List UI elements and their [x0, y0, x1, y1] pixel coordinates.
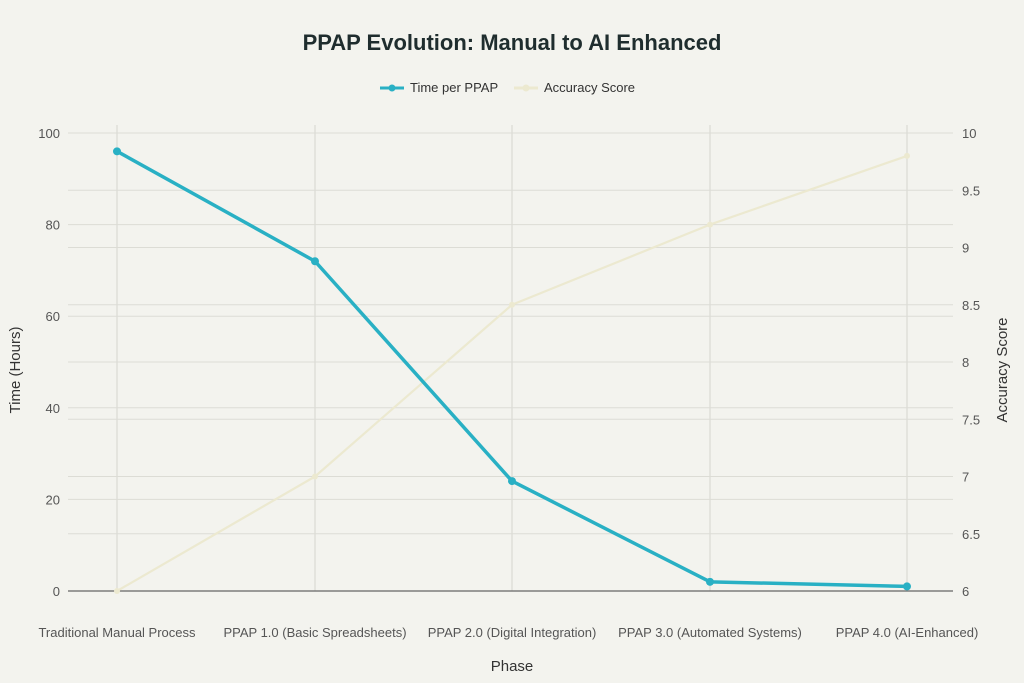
y2-tick-label: 7: [962, 470, 969, 485]
legend-label-accuracy: Accuracy Score: [544, 80, 635, 95]
y2-tick-label: 6: [962, 584, 969, 599]
x-tick-label: PPAP 3.0 (Automated Systems): [618, 625, 802, 640]
legend-label-time: Time per PPAP: [410, 80, 498, 95]
y2-tick-label: 10: [962, 126, 976, 141]
x-tick-label: PPAP 2.0 (Digital Integration): [428, 625, 597, 640]
y2-tick-label: 9: [962, 241, 969, 256]
x-tick-label: Traditional Manual Process: [38, 625, 196, 640]
y-tick-label: 40: [46, 401, 60, 416]
data-point-time: [903, 582, 911, 591]
data-point-time: [113, 147, 121, 156]
y2-tick-label: 6.5: [962, 527, 980, 542]
x-tick-label: PPAP 1.0 (Basic Spreadsheets): [223, 625, 406, 640]
data-point-accuracy: [114, 588, 120, 594]
tick-labels: 0 20 40 60 80 100 6 6.5 7 7.5 8 8.5 9 9.5 10 Traditiona…: [38, 126, 980, 640]
y-tick-label: 0: [53, 584, 60, 599]
y-tick-label: 80: [46, 218, 60, 233]
x-tick-label: PPAP 4.0 (AI-Enhanced): [836, 625, 979, 640]
legend: Time per PPAP Accuracy Score: [380, 80, 635, 95]
data-point-time: [311, 257, 319, 266]
chart-title: PPAP Evolution: Manual to AI Enhanced: [303, 30, 722, 55]
y2-tick-label: 7.5: [962, 412, 980, 427]
y2-tick-label: 8.5: [962, 298, 980, 313]
legend-marker-accuracy: [522, 84, 530, 92]
data-point-accuracy: [707, 221, 713, 228]
gridlines: [68, 125, 953, 592]
y-axis-title: Time (Hours): [7, 327, 24, 414]
data-point-accuracy: [509, 301, 515, 308]
y-tick-label: 20: [46, 492, 60, 507]
series: [113, 147, 911, 594]
data-point-time: [508, 477, 516, 486]
y-tick-label: 60: [46, 309, 60, 324]
data-point-accuracy: [904, 152, 910, 159]
data-point-accuracy: [312, 473, 318, 480]
y2-tick-label: 8: [962, 355, 969, 370]
y-tick-label: 100: [38, 126, 60, 141]
y2-axis-title: Accuracy Score: [994, 317, 1011, 422]
legend-marker-time: [388, 84, 396, 92]
x-axis-title: Phase: [491, 658, 534, 675]
y2-tick-label: 9.5: [962, 183, 980, 198]
data-point-time: [706, 577, 714, 586]
